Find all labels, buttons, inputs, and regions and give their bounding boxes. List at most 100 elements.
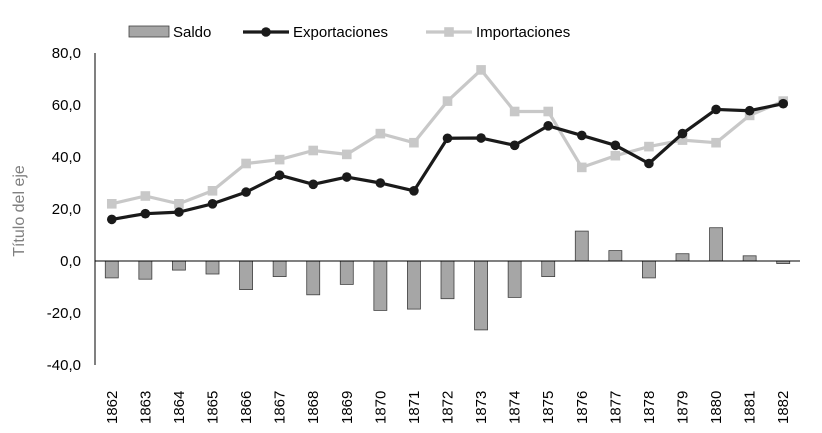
saldo-bar [675,253,690,262]
exportaciones-point [442,133,453,144]
exportaciones-point [576,130,587,141]
legend-item-exportaciones: Exportaciones [243,24,388,41]
saldo-bar [272,260,287,278]
importaciones-point [576,162,587,173]
saldo-bar [507,260,522,298]
importaciones-point [174,199,184,209]
y-tick-label: 60,0 [52,97,81,114]
legend-label-saldo: Saldo [173,24,211,41]
legend-label-exportaciones: Exportaciones [293,24,388,41]
exportaciones-point [241,187,251,197]
exportaciones-point [778,98,789,109]
exportaciones-point [644,158,654,169]
y-tick-label: -20,0 [47,305,81,322]
saldo-bar [474,260,488,331]
importaciones-point [711,137,721,148]
series-lines [106,65,789,225]
exportaciones-point [677,128,688,139]
saldo-bar [541,260,556,278]
importaciones-point [375,128,386,139]
legend-swatch-saldo [128,25,170,38]
x-tick-label: 1863 [137,391,154,424]
exportaciones-point [207,199,218,209]
exportaciones-point [174,207,184,217]
saldo-bar [373,260,388,311]
x-tick-label: 1864 [171,391,188,424]
saldo-bar [407,260,421,310]
exportaciones-point [106,214,117,225]
importaciones-point [442,96,453,106]
x-tick-label: 1865 [205,391,222,424]
importaciones-point [241,158,251,169]
saldo-bar [709,227,723,262]
x-tick-label: 1882 [775,391,792,424]
saldo-bar [608,250,623,262]
importaciones-point [476,65,486,75]
importaciones-point [409,137,419,148]
importaciones-point [308,145,319,156]
exportaciones-point [744,105,755,116]
x-tick-label: 1869 [339,391,356,424]
legend: Saldo Exportaciones Importaciones [128,24,570,41]
importaciones-point [106,199,117,209]
y-tick-label: 0,0 [60,253,81,270]
exportaciones-point [341,172,352,182]
exportaciones-point [140,208,151,219]
x-tick-label: 1881 [742,391,759,424]
x-tick-label: 1862 [104,391,121,424]
saldo-bar [239,260,253,291]
exportaciones-point [476,133,486,143]
legend-marker [261,27,271,37]
exportaciones-point [509,140,520,151]
saldo-bar [306,260,321,296]
exportaciones-point [375,178,386,188]
y-tick-label: 40,0 [52,149,81,166]
legend-item-importaciones: Importaciones [426,24,570,41]
x-tick-label: 1878 [641,391,658,424]
x-tick-label: 1877 [607,391,624,424]
importaciones-point [274,154,285,165]
y-axis-ticks: -40,0 -20,0 0,0 20,0 40,0 60,0 80,0 [47,45,81,374]
saldo-bar [172,260,186,271]
x-tick-label: 1880 [708,391,725,424]
importaciones-point [644,141,654,152]
exportaciones-point [610,140,621,151]
legend-item-saldo: Saldo [128,24,211,41]
x-tick-label: 1870 [372,391,389,424]
x-tick-label: 1875 [540,391,557,424]
saldo-bar [642,260,656,279]
importaciones-point [140,191,151,201]
saldo-bar [742,255,757,262]
saldo-bar [138,260,153,280]
saldo-bars [104,227,791,331]
exportaciones-point [711,104,721,115]
saldo-bar [339,260,354,285]
saldo-bar [574,230,589,262]
y-tick-label: 20,0 [52,201,81,218]
x-axis-ticks: 1862 1863 1864 1865 1866 1867 1868 1869 1870 1871… [104,391,792,424]
y-tick-label: 80,0 [52,45,81,62]
x-tick-label: 1873 [473,391,490,424]
x-tick-label: 1874 [507,391,524,424]
importaciones-point [207,186,218,196]
importaciones-point [509,106,520,117]
x-tick-label: 1876 [574,391,591,424]
legend-label-importaciones: Importaciones [476,24,570,41]
exportaciones-point [543,121,554,131]
importaciones-point [543,106,554,117]
exportaciones-point [409,186,419,196]
x-tick-label: 1868 [305,391,322,424]
importaciones-point [677,135,688,145]
exportaciones-point [274,170,285,180]
x-tick-label: 1866 [238,391,255,424]
saldo-bar [205,260,220,275]
x-tick-label: 1872 [440,391,457,424]
importaciones-point [341,149,352,160]
saldo-bar [104,260,119,279]
importaciones-point [610,150,621,161]
x-tick-label: 1879 [675,391,692,424]
y-tick-label: -40,0 [47,357,81,374]
legend-marker [444,27,454,37]
saldo-bar [440,260,455,300]
